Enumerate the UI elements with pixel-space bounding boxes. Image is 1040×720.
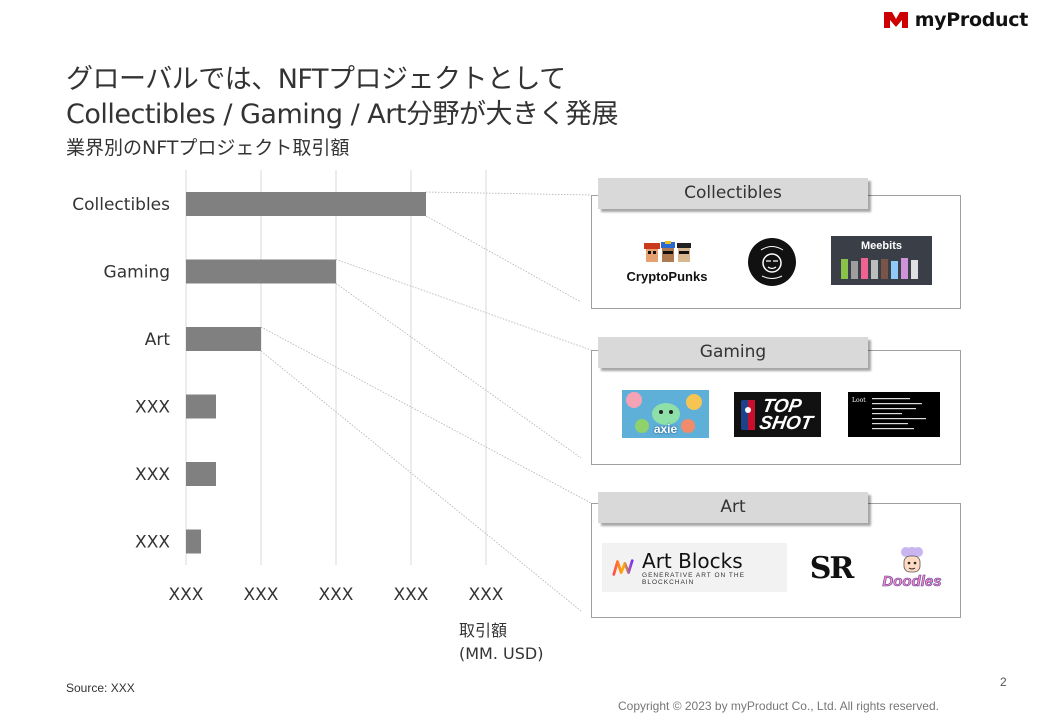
bar: [186, 462, 216, 486]
source-note: Source: XXX: [66, 681, 135, 695]
connector-line: [335, 259, 592, 351]
doodles-character-icon: [901, 547, 923, 573]
axie-logo: axie: [622, 390, 709, 438]
bar: [186, 259, 336, 284]
panel-art-tab: Art: [598, 492, 868, 523]
page-title-line-1: グローバルでは、NFTプロジェクトとして: [66, 64, 566, 95]
loot-logo: Loot: [848, 392, 940, 437]
cryptopunks-logo: CryptoPunks: [620, 238, 714, 286]
art-blocks-logo: Art Blocks GENERATIVE ART ON THE BLOCKCH…: [602, 543, 787, 592]
art-blocks-text: Art Blocks: [642, 548, 743, 573]
bored-ape-logo: [746, 237, 798, 287]
page-subtitle: 業界別のNFTプロジェクト取引額: [66, 137, 350, 159]
page-number: 2: [1000, 675, 1007, 689]
top-shot-text-top: TOP: [760, 395, 804, 417]
cryptopunks-text: CryptoPunks: [626, 269, 708, 284]
bar: [186, 529, 201, 554]
y-tick-label: XXX: [135, 398, 170, 418]
x-axis-label: 取引額: [459, 621, 507, 640]
bored-ape-icon: [748, 238, 796, 286]
page-title: グローバルでは、NFTプロジェクトとして Collectibles / Gami…: [66, 62, 618, 132]
x-tick-label: XXX: [319, 585, 354, 605]
x-tick-label: XXX: [469, 585, 504, 605]
panel-collectibles-tab: Collectibles: [598, 178, 868, 209]
x-tick-label: XXX: [244, 585, 279, 605]
x-axis-label: (MM. USD): [459, 644, 543, 663]
axie-creatures-icon: [626, 392, 702, 433]
brand-logo: myProduct: [883, 9, 1028, 31]
doodles-text: Doodles: [882, 573, 942, 591]
doodles-logo: Doodles: [876, 542, 948, 594]
brand-mark-icon: [883, 12, 908, 28]
copyright-text: Copyright © 2023 by myProduct Co., Ltd. …: [618, 699, 939, 713]
superrare-text: SR: [809, 550, 855, 586]
connector-line: [335, 283, 582, 459]
nba-icon: [741, 399, 756, 430]
y-tick-label: XXX: [135, 465, 170, 485]
x-tick-label: XXX: [394, 585, 429, 605]
art-blocks-tagline: GENERATIVE ART ON THE BLOCKCHAIN: [642, 571, 745, 586]
meebits-logo: Meebits: [831, 236, 932, 285]
meebits-figures-icon: [840, 258, 918, 279]
top-shot-text-shot: SHOT: [757, 412, 815, 434]
loot-item-lines-icon: [871, 398, 926, 430]
connector-line: [425, 215, 582, 303]
x-tick-label: XXX: [169, 585, 204, 605]
connector-line: [425, 191, 592, 196]
top-shot-logo: TOP SHOT: [734, 392, 821, 437]
y-tick-label: XXX: [135, 533, 170, 553]
bar: [186, 192, 426, 216]
y-tick-label: Gaming: [104, 263, 170, 283]
page-title-line-2: Collectibles / Gaming / Art分野が大きく発展: [66, 99, 618, 130]
brand-name: myProduct: [914, 9, 1029, 31]
loot-text: Loot: [852, 397, 866, 404]
art-blocks-icon: [612, 558, 634, 576]
connector-line: [260, 326, 592, 504]
connector-line: [260, 350, 582, 612]
bar: [186, 327, 261, 351]
panel-gaming-tab: Gaming: [598, 337, 868, 368]
meebits-text: Meebits: [861, 240, 902, 252]
bar: [186, 394, 216, 419]
punks-faces-icon: [644, 241, 691, 262]
superrare-logo: SR: [803, 548, 859, 588]
axie-text: axie: [653, 422, 678, 436]
y-tick-label: Art: [145, 330, 171, 350]
y-tick-label: Collectibles: [72, 195, 170, 215]
